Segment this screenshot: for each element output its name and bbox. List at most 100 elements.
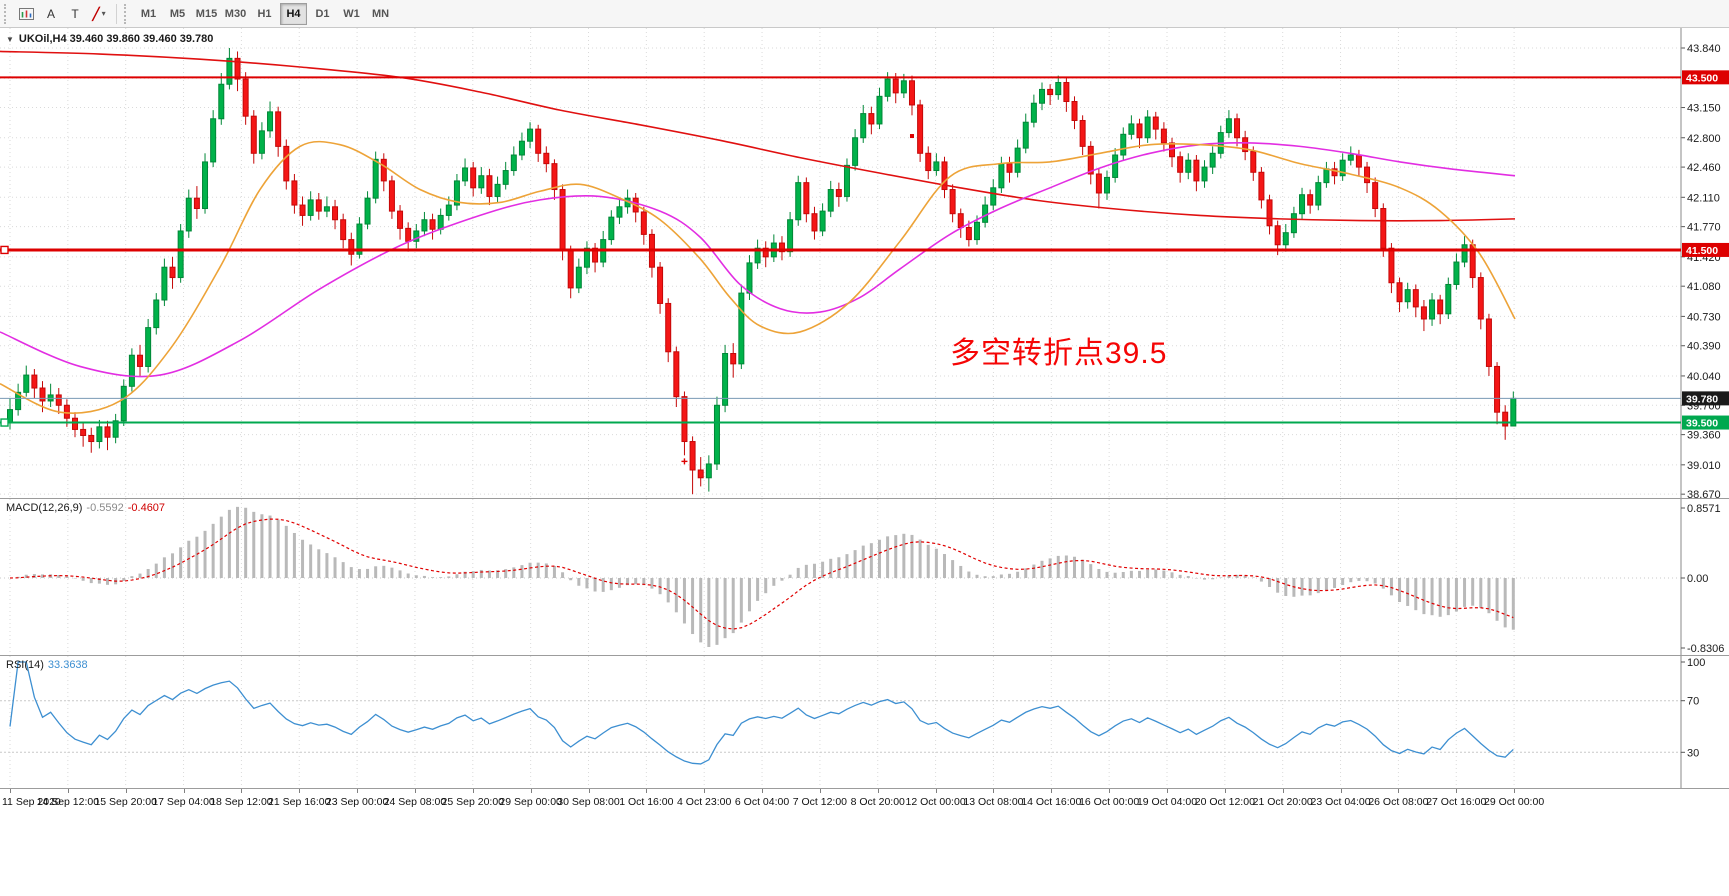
rsi-line — [9, 661, 1514, 765]
candle — [1299, 194, 1306, 215]
panel-separator — [0, 788, 1729, 789]
candle — [933, 161, 940, 172]
timeframe-button-M15[interactable]: M15 — [193, 3, 220, 25]
chart-text-annotation[interactable]: 多空转折点39.5 — [950, 337, 1168, 370]
macd-axis-label: 0.00 — [1687, 573, 1708, 585]
text-tool[interactable]: T — [63, 3, 87, 25]
candle — [811, 213, 818, 232]
time-axis-label: 14 Sep 12:00 — [36, 796, 100, 808]
price-tag — [1682, 391, 1729, 406]
candle — [1250, 151, 1257, 173]
text-label-tool[interactable]: A — [39, 3, 63, 25]
time-axis-label: 26 Oct 08:00 — [1368, 796, 1429, 808]
candle — [998, 163, 1005, 189]
time-axis-label: 29 Sep 00:00 — [499, 796, 562, 808]
timeframe-button-M5[interactable]: M5 — [164, 3, 191, 25]
price-axis-label: 43.840 — [1687, 43, 1721, 55]
mini-chart-icon — [19, 7, 34, 20]
macd-axis-label: 0.8571 — [1687, 503, 1721, 515]
panel-separator[interactable] — [0, 655, 1729, 656]
toolbar: A T ╱ ▾ M1 M5 M15 M30 H1 H4 D1 W1 MN — [0, 0, 1729, 28]
candle — [1437, 299, 1444, 315]
timeframe-button-MN[interactable]: MN — [367, 3, 394, 25]
time-axis[interactable]: 11 Sep 2020 14 Sep 12:00 15 Sep 20:00 17 Se… — [0, 789, 1729, 815]
candle — [1055, 82, 1062, 96]
timeframe-button-M1[interactable]: M1 — [135, 3, 162, 25]
main-chart-canvas[interactable]: 43.84043.15042.80042.46042.11041.77041.4… — [0, 28, 1729, 498]
candle — [153, 299, 160, 329]
candle — [876, 95, 883, 125]
price-axis-label: 41.770 — [1687, 222, 1721, 234]
candle — [193, 197, 200, 210]
line-handle[interactable] — [0, 245, 9, 255]
timeframe-button-W1[interactable]: W1 — [338, 3, 365, 25]
timeframe-button-M30[interactable]: M30 — [222, 3, 249, 25]
candle — [283, 145, 290, 182]
candle — [762, 247, 769, 258]
one-click-trading-arrow[interactable]: ▼ — [6, 34, 14, 44]
candle — [575, 266, 582, 289]
candle — [925, 152, 932, 172]
time-axis-label: 23 Oct 04:00 — [1310, 796, 1371, 808]
candle — [527, 128, 534, 142]
candle — [551, 163, 558, 191]
candle — [1104, 176, 1111, 194]
time-tick — [1109, 789, 1111, 793]
candle — [453, 180, 460, 206]
candle — [957, 213, 964, 229]
candle — [1120, 133, 1127, 156]
timeframe-button-D1[interactable]: D1 — [309, 3, 336, 25]
drawing-tools-dropdown[interactable]: ╱ ▾ — [87, 3, 111, 25]
timeframe-button-H1[interactable]: H1 — [251, 3, 278, 25]
letter-t-icon: T — [71, 6, 79, 21]
candle — [486, 175, 493, 197]
object-marker-square[interactable] — [909, 134, 914, 139]
line-handle[interactable] — [0, 418, 9, 427]
rsi-panel-canvas[interactable]: 100 70 30 — [0, 656, 1729, 788]
macd-panel-canvas[interactable]: 0.8571 0.00 -0.8306 — [0, 499, 1729, 655]
candle — [1388, 247, 1395, 284]
candle — [892, 78, 899, 94]
candle — [722, 353, 729, 406]
macd-name: MACD(12,26,9) — [6, 502, 83, 514]
timeframe-button-H4[interactable]: H4 — [280, 2, 307, 25]
candle — [730, 353, 737, 365]
candle — [1282, 232, 1289, 246]
candle — [860, 113, 867, 139]
candle — [673, 351, 680, 398]
panel-separator[interactable] — [0, 498, 1729, 499]
candle — [543, 152, 550, 165]
candle — [1429, 299, 1436, 320]
macd-signal-value: -0.4607 — [127, 502, 166, 514]
time-tick — [1051, 789, 1053, 793]
candle — [1152, 116, 1159, 130]
candle — [1502, 411, 1509, 427]
candle — [478, 175, 485, 189]
letter-a-icon: A — [46, 6, 55, 21]
time-axis-label: 7 Oct 12:00 — [792, 796, 848, 808]
time-axis-label: 4 Oct 23:00 — [677, 796, 732, 808]
candle — [559, 189, 566, 251]
candle — [1185, 159, 1192, 173]
candle — [128, 354, 135, 387]
chart-icon[interactable] — [14, 3, 39, 25]
candle — [275, 111, 282, 147]
candle — [738, 292, 745, 365]
candle — [39, 387, 46, 402]
candle — [494, 183, 501, 197]
candle — [665, 302, 672, 353]
candle — [1063, 82, 1070, 103]
candle — [307, 199, 314, 216]
candle — [1087, 145, 1094, 175]
candle — [1380, 208, 1387, 249]
time-tick — [357, 789, 359, 793]
rsi-name: RSI(14) — [6, 659, 44, 671]
candle — [689, 441, 696, 471]
ma-mid-magenta — [0, 142, 1516, 378]
candle — [104, 426, 111, 438]
candle — [965, 227, 972, 241]
candle — [908, 80, 915, 106]
candle — [608, 216, 615, 241]
candle — [372, 158, 379, 199]
candle — [437, 214, 444, 230]
